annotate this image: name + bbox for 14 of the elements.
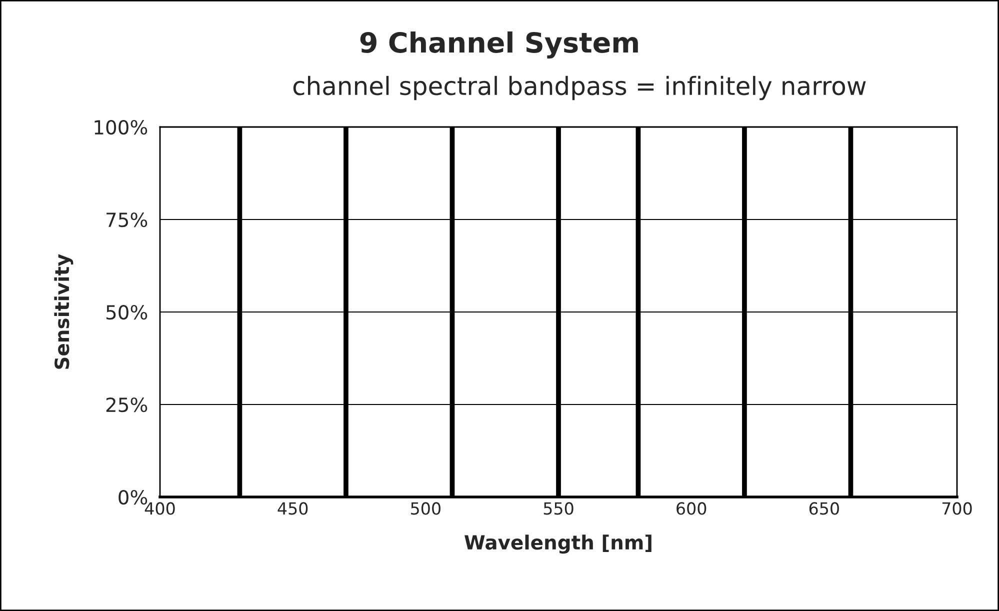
x-tick-label: 600 <box>676 502 706 515</box>
x-tick-label: 700 <box>942 502 972 515</box>
x-tick-label: 650 <box>809 502 839 515</box>
chart-subtitle: channel spectral bandpass = infinitely narrow <box>293 76 866 100</box>
x-axis-title: Wavelength [nm] <box>464 534 652 554</box>
y-tick-label: 100% <box>94 120 148 135</box>
x-tick-label: 500 <box>411 502 440 515</box>
x-tick-label: 550 <box>544 502 574 515</box>
y-axis-title: Sensitivity <box>54 254 74 369</box>
y-tick-label: 25% <box>106 397 148 412</box>
x-tick-label: 450 <box>278 502 308 515</box>
y-tick-label: 50% <box>106 304 148 320</box>
y-tick-label: 75% <box>106 212 148 228</box>
chart-title: 9 Channel System <box>360 31 638 59</box>
